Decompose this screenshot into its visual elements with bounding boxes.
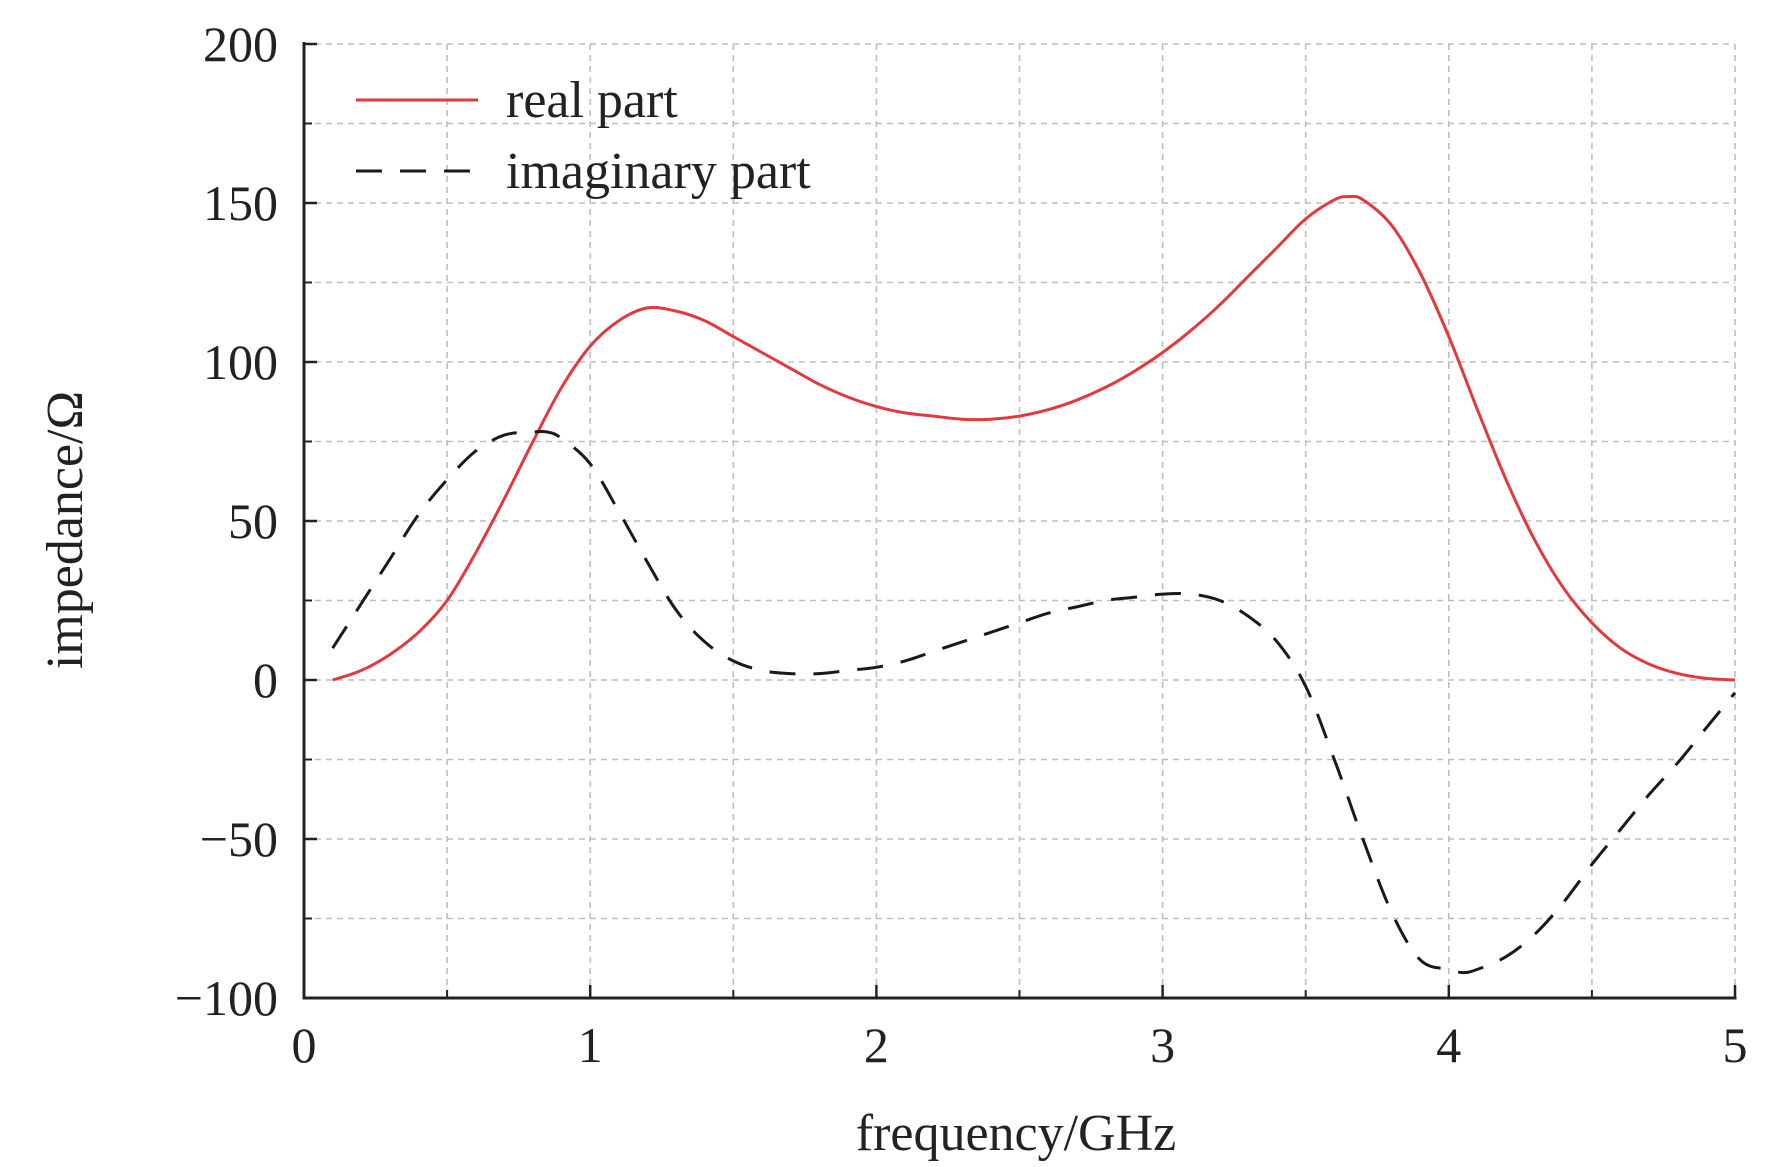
- legend-label-imaginary-part: imaginary part: [506, 143, 811, 200]
- x-tick-label: 1: [578, 1017, 603, 1073]
- series-line-real-part: [332, 194, 1736, 682]
- y-tick-label: 100: [203, 334, 278, 390]
- x-tick-label: 2: [864, 1017, 889, 1073]
- y-axis-label: impedance/Ω: [37, 391, 94, 669]
- ticks: 0 1 2 3 4 5 −100 −50 0 50 100 150 200: [175, 16, 1748, 1073]
- grid: [304, 43, 1736, 998]
- y-tick-label: 150: [203, 175, 278, 231]
- x-tick-label: 5: [1723, 1017, 1748, 1073]
- y-tick-label: −50: [200, 811, 278, 867]
- x-tick-label: 3: [1150, 1017, 1175, 1073]
- x-tick-label: 0: [292, 1017, 317, 1073]
- legend: real part imaginary part: [356, 72, 811, 200]
- series-line-imaginary-part: [331, 429, 1737, 975]
- x-tick-label: 4: [1436, 1017, 1461, 1073]
- y-tick-label: 200: [203, 16, 278, 72]
- y-tick-label: 0: [253, 652, 278, 708]
- series-layer: [331, 194, 1737, 975]
- x-axis-label: frequency/GHz: [856, 1105, 1177, 1162]
- y-tick-label: 50: [228, 493, 278, 549]
- y-tick-label: −100: [175, 970, 278, 1026]
- legend-label-real-part: real part: [506, 72, 678, 129]
